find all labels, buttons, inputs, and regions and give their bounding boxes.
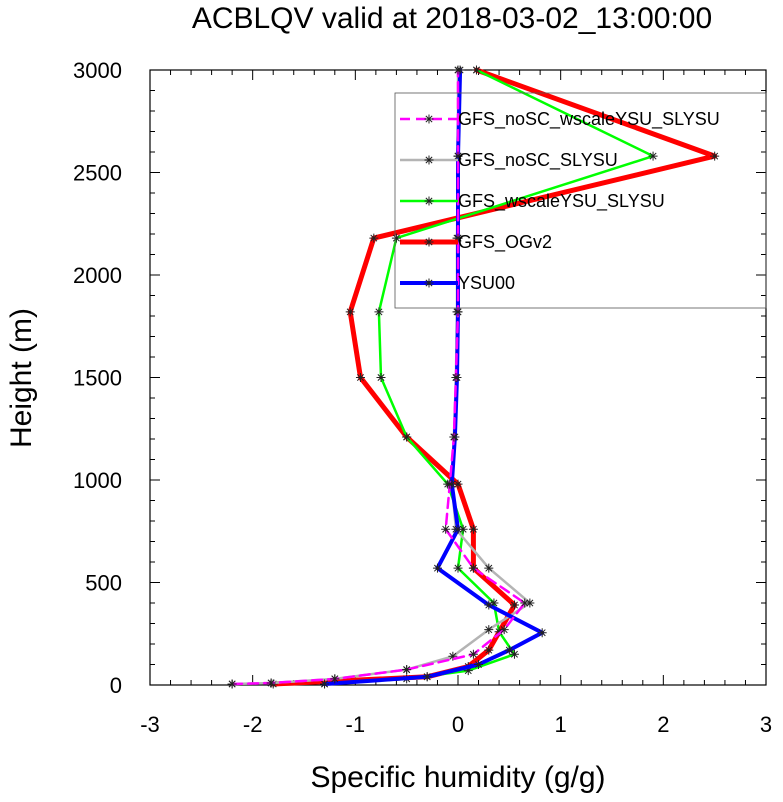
series-marker [468,649,478,659]
legend-label: GFS_noSC_wscaleYSU_SLYSU [458,109,720,130]
y-axis-title: Height (m) [5,308,38,448]
x-tick-label: -1 [346,712,366,737]
series-marker [453,307,463,317]
series-marker [484,563,494,573]
series-marker [345,307,355,317]
series-marker [453,524,463,534]
legend-item: GFS_noSC_SLYSU [400,150,618,171]
series-marker [525,598,535,608]
series-marker [520,598,530,608]
series-marker [453,233,463,243]
series-marker [453,563,463,573]
x-tick-labels: -3 -2 -1 0 1 2 3 [140,712,772,737]
series-marker [424,278,434,288]
x-tick-label: -2 [243,712,263,737]
y-tick-label: 1500 [73,366,122,391]
series-marker [449,432,459,442]
y-tick-label: 1000 [73,468,122,493]
y-tick-label: 0 [110,673,122,698]
series-marker [453,479,463,489]
series-marker [448,651,458,661]
series-marker [402,665,412,675]
series-marker [509,600,519,610]
x-axis-title: Specific humidity (g/g) [310,761,605,794]
series-marker [402,432,412,442]
series-marker [422,672,432,682]
series-marker [453,65,463,75]
x-tick-label: 2 [657,712,669,737]
series-marker [468,563,478,573]
series-marker [474,660,484,669]
legend-label: GFS_noSC_SLYSU [458,150,618,171]
legend-item: YSU00 [400,273,515,293]
series-group [227,65,530,689]
series-marker [453,151,463,161]
series-marker [494,627,504,637]
series-marker [489,598,499,608]
x-tick-label: 3 [760,712,772,737]
legend-item: GFS_OGv2 [400,232,552,253]
series-marker [330,674,340,684]
chart-title: ACBLQV valid at 2018-03-02_13:00:00 [192,2,712,35]
y-tick-label: 2500 [73,161,122,186]
series-marker [369,233,379,243]
series-marker [424,155,434,165]
axis-ticks [149,69,767,686]
series-marker [424,114,434,124]
y-tick-label: 2000 [73,263,122,288]
series-marker [471,65,481,75]
series-marker [355,373,365,382]
legend-item: GFS_noSC_wscaleYSU_SLYSU [400,109,720,130]
series-marker [537,628,547,638]
series-marker [227,679,237,689]
series-marker [432,563,442,573]
series-marker [445,479,455,489]
legend-label: GFS_OGv2 [458,232,552,253]
x-tick-label: 0 [452,712,464,737]
series-marker [509,649,519,659]
series-marker [648,151,658,161]
x-tick-label: -3 [140,712,160,737]
y-tick-label: 500 [85,571,122,596]
series-marker [499,625,509,635]
x-tick-label: 1 [555,712,567,737]
legend-item: GFS_wscaleYSU_SLYSU [400,191,665,212]
legend-label: GFS_wscaleYSU_SLYSU [458,191,665,212]
series-marker [484,600,494,610]
series-marker [266,678,276,688]
series-marker [484,625,494,635]
series-marker [374,307,384,317]
y-tick-label: 3000 [73,58,122,83]
legend-box [394,92,767,309]
series-marker [458,524,468,534]
series-marker [463,666,473,676]
series-marker [391,233,401,243]
series-marker [504,645,514,655]
series-marker [468,524,478,534]
series-marker [441,524,451,534]
series-marker [320,679,330,689]
series-marker [424,196,434,206]
y-tick-labels: 0 500 1000 1500 2000 2500 3000 [73,58,122,698]
series-marker [484,645,494,655]
series-lines [227,65,720,689]
legend-label: YSU00 [458,273,515,293]
series-line [230,68,526,686]
series-marker [424,237,434,247]
series-marker [376,373,386,382]
legend: GFS_noSC_wscaleYSU_SLYSU GFS_noSC_SLYSU GF… [394,92,767,309]
series-marker [710,151,720,161]
series-marker [451,373,461,382]
